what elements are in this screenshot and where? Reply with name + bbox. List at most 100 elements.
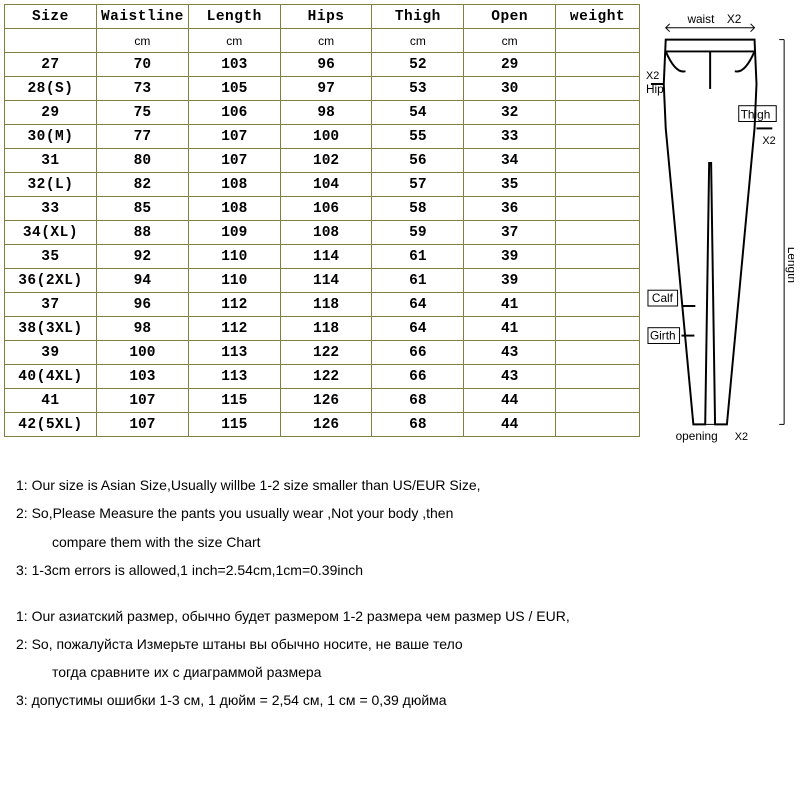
- cell: [556, 317, 640, 341]
- note-en-2b: compare them with the size Chart: [4, 533, 796, 551]
- cell: 34(XL): [5, 221, 97, 245]
- cell: 98: [96, 317, 188, 341]
- cell: 33: [5, 197, 97, 221]
- cell: 57: [372, 173, 464, 197]
- note-ru-3: 3: допустимы ошибки 1-3 см, 1 дюйм = 2,5…: [4, 691, 796, 709]
- cell: 41: [464, 317, 556, 341]
- cell: 30(M): [5, 125, 97, 149]
- cell: 66: [372, 341, 464, 365]
- cell: 68: [372, 389, 464, 413]
- cell: 100: [280, 125, 372, 149]
- cell: [556, 53, 640, 77]
- cell: 61: [372, 269, 464, 293]
- cell: 122: [280, 341, 372, 365]
- table-row: 38(3XL)981121186441: [5, 317, 640, 341]
- cell: 36(2XL): [5, 269, 97, 293]
- table-row: 42(5XL)1071151266844: [5, 413, 640, 437]
- cell: 31: [5, 149, 97, 173]
- cell: 40(4XL): [5, 365, 97, 389]
- col-open: Open: [464, 5, 556, 29]
- col-size: Size: [5, 5, 97, 29]
- cell: 103: [188, 53, 280, 77]
- col-thigh: Thigh: [372, 5, 464, 29]
- cell: 110: [188, 245, 280, 269]
- cell: 41: [464, 293, 556, 317]
- cell: 106: [280, 197, 372, 221]
- table-row: 37961121186441: [5, 293, 640, 317]
- cell: 113: [188, 341, 280, 365]
- cell: [556, 197, 640, 221]
- cell: 114: [280, 245, 372, 269]
- cell: 43: [464, 341, 556, 365]
- cell: [556, 101, 640, 125]
- cell: 115: [188, 389, 280, 413]
- unit-open: cm: [464, 29, 556, 53]
- cell: 35: [5, 245, 97, 269]
- lbl-length: Length: [785, 247, 794, 283]
- lbl-calf: Calf: [652, 291, 674, 305]
- lbl-x2-1: X2: [727, 12, 741, 26]
- cell: 107: [96, 413, 188, 437]
- table-row: 34(XL)881091085937: [5, 221, 640, 245]
- cell: 39: [464, 245, 556, 269]
- unit-hips: cm: [280, 29, 372, 53]
- cell: 118: [280, 293, 372, 317]
- lbl-x2-4: X2: [735, 431, 748, 443]
- cell: 103: [96, 365, 188, 389]
- cell: 59: [372, 221, 464, 245]
- cell: [556, 389, 640, 413]
- cell: 61: [372, 245, 464, 269]
- cell: 52: [372, 53, 464, 77]
- cell: 64: [372, 317, 464, 341]
- cell: [556, 413, 640, 437]
- cell: [556, 293, 640, 317]
- cell: 53: [372, 77, 464, 101]
- col-waist: Waistline: [96, 5, 188, 29]
- cell: 112: [188, 317, 280, 341]
- cell: 70: [96, 53, 188, 77]
- cell: [556, 269, 640, 293]
- cell: 82: [96, 173, 188, 197]
- header-row: Size Waistline Length Hips Thigh Open we…: [5, 5, 640, 29]
- cell: 115: [188, 413, 280, 437]
- cell: 77: [96, 125, 188, 149]
- table-row: 31801071025634: [5, 149, 640, 173]
- cell: 126: [280, 389, 372, 413]
- cell: 33: [464, 125, 556, 149]
- table-row: 35921101146139: [5, 245, 640, 269]
- cell: 37: [464, 221, 556, 245]
- table-row: 32(L)821081045735: [5, 173, 640, 197]
- cell: 88: [96, 221, 188, 245]
- table-row: 28(S)73105975330: [5, 77, 640, 101]
- cell: 56: [372, 149, 464, 173]
- lbl-hip: Hip: [646, 82, 664, 96]
- cell: [556, 77, 640, 101]
- unit-waist: cm: [96, 29, 188, 53]
- cell: 28(S): [5, 77, 97, 101]
- cell: 107: [188, 149, 280, 173]
- cell: 96: [280, 53, 372, 77]
- cell: 100: [96, 341, 188, 365]
- note-en-1: 1: Our size is Asian Size,Usually willbe…: [4, 476, 796, 494]
- table-row: 33851081065836: [5, 197, 640, 221]
- col-hips: Hips: [280, 5, 372, 29]
- col-length: Length: [188, 5, 280, 29]
- note-ru-1: 1: Our азиатский размер, обычно будет ра…: [4, 607, 796, 625]
- cell: 44: [464, 389, 556, 413]
- cell: 38(3XL): [5, 317, 97, 341]
- cell: 106: [188, 101, 280, 125]
- cell: 108: [280, 221, 372, 245]
- cell: 114: [280, 269, 372, 293]
- cell: 42(5XL): [5, 413, 97, 437]
- lbl-x2-2: X2: [646, 70, 659, 82]
- cell: 113: [188, 365, 280, 389]
- note-ru-2b: тогда сравните их с диаграммой размера: [4, 663, 796, 681]
- cell: 39: [5, 341, 97, 365]
- cell: 64: [372, 293, 464, 317]
- cell: 29: [5, 101, 97, 125]
- cell: 58: [372, 197, 464, 221]
- cell: 92: [96, 245, 188, 269]
- cell: 54: [372, 101, 464, 125]
- cell: [556, 341, 640, 365]
- pants-diagram: waist X2 X2 Hip Thigh X2 Calf Girth open…: [640, 4, 796, 444]
